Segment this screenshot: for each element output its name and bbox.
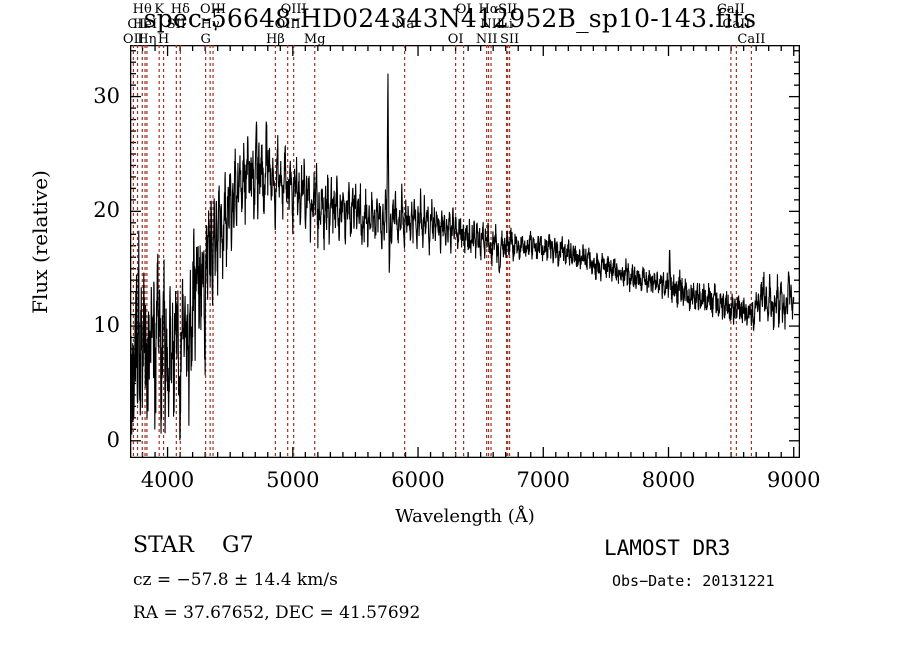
x-tick-label: 7000 — [516, 468, 570, 492]
spectral-line-label: CaII — [716, 2, 745, 17]
plot-area — [130, 45, 800, 458]
page-title: spec-56648-HD024343N412952B_sp10-143.fit… — [143, 4, 757, 33]
spectral-line-label: Hβ — [265, 32, 285, 47]
x-axis-title: Wavelength (Å) — [395, 506, 535, 527]
spectral-line-label: Hη — [137, 32, 157, 47]
x-tick-label: 5000 — [266, 468, 320, 492]
x-tick-label: 9000 — [767, 468, 821, 492]
spectral-line-label: OIII — [274, 17, 301, 32]
y-tick-label: 20 — [93, 198, 120, 223]
spectral-line-label: OIII — [280, 2, 307, 17]
y-axis-title: Flux (relative) — [28, 170, 52, 314]
obs-date: Obs−Date: 20131221 — [612, 572, 775, 590]
spectral-line-label: OI — [447, 32, 464, 47]
spectral-line-label: CII — [127, 17, 148, 32]
object-class: STAR — [133, 533, 194, 558]
spectral-line-label: SII — [499, 32, 520, 47]
spectral-line-label: G — [200, 32, 211, 47]
spectrum-svg — [130, 45, 800, 458]
y-tick-label: 0 — [106, 427, 120, 452]
spectral-line-label: HeI — [132, 17, 158, 32]
spectral-line-label: NII — [475, 32, 498, 47]
spectral-line-label: Hδ — [170, 2, 190, 17]
spectral-line-label: Mg — [303, 32, 326, 47]
spectral-line-label: Hγ — [200, 17, 220, 32]
radial-velocity: cz = −57.8 ± 14.4 km/s — [133, 570, 338, 590]
spectral-line-label: K — [154, 2, 165, 17]
spectral-line-label: H — [157, 32, 170, 47]
survey-name: LAMOST DR3 — [604, 536, 731, 560]
x-tick-label: 4000 — [140, 468, 195, 492]
spectral-line-label: OI — [455, 2, 472, 17]
spectral-line-label: Hα — [478, 2, 499, 17]
y-tick-label: 10 — [93, 313, 120, 338]
spectral-line-label: Hθ — [132, 2, 152, 17]
spectral-line-label: OIII — [199, 2, 227, 17]
spectral-line-label: SII — [498, 2, 518, 17]
spectral-line-label: CaII — [737, 32, 766, 47]
x-tick-label: 8000 — [641, 468, 696, 492]
spectral-line-label: CaII — [722, 17, 751, 32]
spectral-line-label: OII — [122, 32, 144, 47]
y-tick-label: 30 — [93, 83, 120, 108]
spectral-line-label: SII — [166, 17, 186, 32]
x-tick-label: 6000 — [391, 468, 445, 492]
spectral-line-label: Na — [395, 17, 415, 32]
spectral-type: G7 — [222, 533, 254, 558]
spectral-line-label: NII — [480, 17, 502, 32]
coordinates: RA = 37.67652, DEC = 41.57692 — [133, 603, 421, 623]
line-marker-labels: OII CII Hθ Hη HeI K H SII Hδ G Hγ OIII Hβ OIII OIII Mg N… — [0, 0, 900, 47]
spectral-line-label: Li — [500, 17, 513, 32]
